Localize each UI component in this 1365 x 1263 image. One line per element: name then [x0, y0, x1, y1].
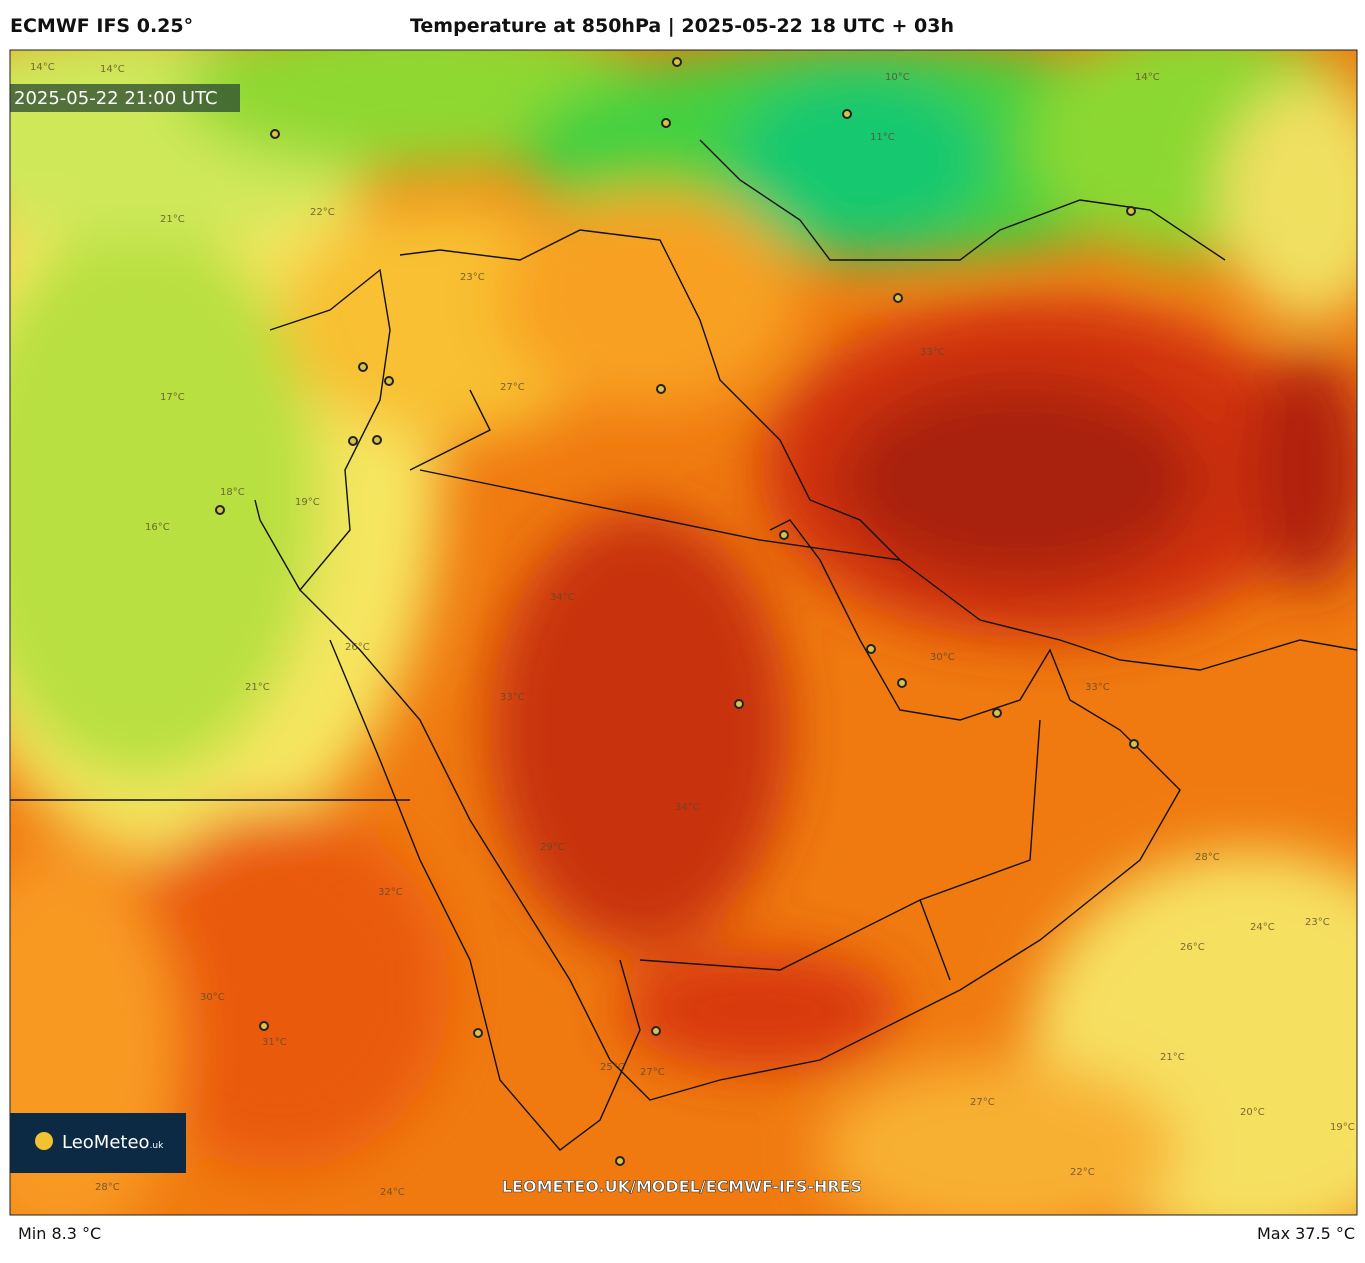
- contour-label: 10°C: [885, 72, 910, 83]
- contour-label: 27°C: [970, 1097, 995, 1108]
- contour-label: 34°C: [550, 592, 575, 603]
- contour-label: 19°C: [295, 497, 320, 508]
- contour-label: 27°C: [640, 1067, 665, 1078]
- valid-time: 2025-05-22 21:00 UTC: [14, 88, 218, 109]
- contour-label: 14°C: [100, 64, 125, 75]
- contour-label: 31°C: [262, 1037, 287, 1048]
- contour-label: 33°C: [1085, 682, 1110, 693]
- contour-label: 24°C: [380, 1187, 405, 1198]
- map-title: Temperature at 850hPa | 2025-05-22 18 UT…: [410, 15, 954, 37]
- contour-label: 32°C: [378, 887, 403, 898]
- max-label: Max 37.5 °C: [1257, 1224, 1355, 1243]
- contour-label: 26°C: [1180, 942, 1205, 953]
- cities: [215, 57, 1139, 1166]
- min-label: Min 8.3 °C: [18, 1224, 101, 1243]
- contour-label: 14°C: [1135, 72, 1160, 83]
- contour-label: 21°C: [160, 214, 185, 225]
- contour-label: 21°C: [1160, 1052, 1185, 1063]
- logo-suffix: .uk: [150, 1141, 165, 1151]
- contour-label: 17°C: [160, 392, 185, 403]
- contour-label: 30°C: [200, 992, 225, 1003]
- coastlines: [10, 139, 1357, 1151]
- map: 14°C 14°C 11°C 10°C 14°C 21°C 22°C 23°C 17°C 16°C…: [10, 50, 1357, 1215]
- logo-name: LeoMeteo: [62, 1132, 150, 1153]
- model-name: ECMWF IFS 0.25°: [10, 15, 193, 37]
- contour-label: 30°C: [930, 652, 955, 663]
- contour-label: 22°C: [310, 207, 335, 218]
- contour-label: 23°C: [460, 272, 485, 283]
- contour-label: 14°C: [30, 62, 55, 73]
- watermark: LEOMETEO.UK/MODEL/ECMWF-IFS-HRES: [502, 1177, 862, 1196]
- logo-sun: [35, 1132, 53, 1150]
- contour-label: 11°C: [870, 132, 895, 143]
- contour-label: 18°C: [220, 487, 245, 498]
- contour-label: 21°C: [245, 682, 270, 693]
- contour-label: 23°C: [1305, 917, 1330, 928]
- logo: LeoMeteo.uk: [62, 1132, 164, 1153]
- contour-label: 34°C: [675, 802, 700, 813]
- contour-label: 33°C: [500, 692, 525, 703]
- contour-label: 20°C: [1240, 1107, 1265, 1118]
- contour-label: 19°C: [1330, 1122, 1355, 1133]
- map-frame: [9, 49, 1358, 1216]
- contour-label: 25°C: [600, 1062, 625, 1073]
- contour-label: 28°C: [95, 1182, 120, 1193]
- contour-label: 27°C: [500, 382, 525, 393]
- contour-label: 26°C: [345, 642, 370, 653]
- contour-label: 33°C: [920, 347, 945, 358]
- contour-labels: 14°C 14°C 11°C 10°C 14°C 21°C 22°C 23°C 17°C 16°C…: [30, 62, 1355, 1198]
- contour-label: 24°C: [1250, 922, 1275, 933]
- contour-label: 29°C: [540, 842, 565, 853]
- contour-label: 22°C: [1070, 1167, 1095, 1178]
- contour-label: 28°C: [1195, 852, 1220, 863]
- contour-label: 16°C: [145, 522, 170, 533]
- time-box: [10, 84, 240, 112]
